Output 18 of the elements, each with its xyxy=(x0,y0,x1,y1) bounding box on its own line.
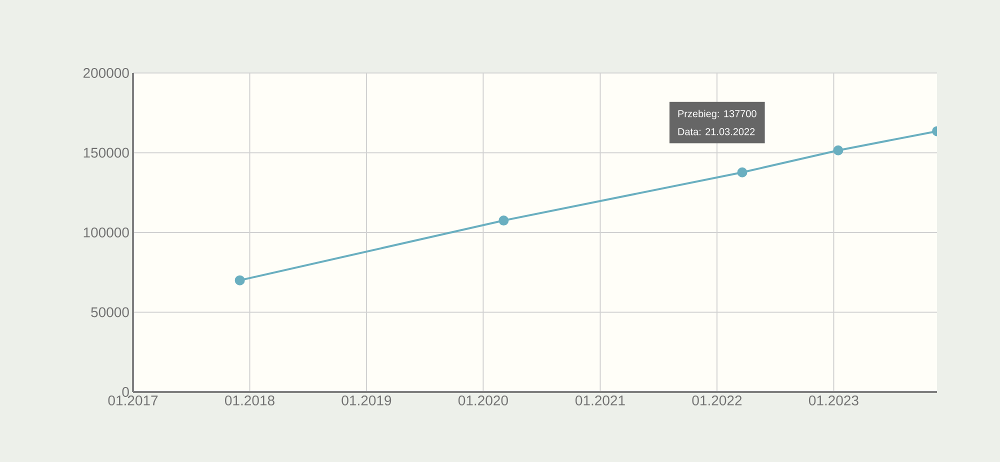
point xyxy=(737,167,748,178)
y-tick-label: 0 xyxy=(122,387,129,397)
y-tick-label: 150000 xyxy=(84,148,129,158)
annotation: Przebieg: 137700 xyxy=(678,110,756,120)
y-tick-label: 200000 xyxy=(83,68,129,78)
point xyxy=(498,216,509,226)
x-tick-label: 01.2017 xyxy=(108,396,158,406)
x-tick-label: 01.2022 xyxy=(692,396,742,406)
x-tick-label: 01.2020 xyxy=(458,396,508,406)
y-tick-label: 50000 xyxy=(91,307,129,318)
y-tick-label: 100000 xyxy=(84,228,129,238)
x-tick-label: 01.2023 xyxy=(808,396,858,406)
point xyxy=(234,275,245,286)
x-tick-label: 01.2018 xyxy=(224,396,274,406)
x-tick-label: 01.2019 xyxy=(342,396,392,406)
point xyxy=(833,145,844,156)
annotation: Data: 21.03.2022 xyxy=(678,128,755,136)
x-tick-label: 01.2021 xyxy=(575,396,625,406)
